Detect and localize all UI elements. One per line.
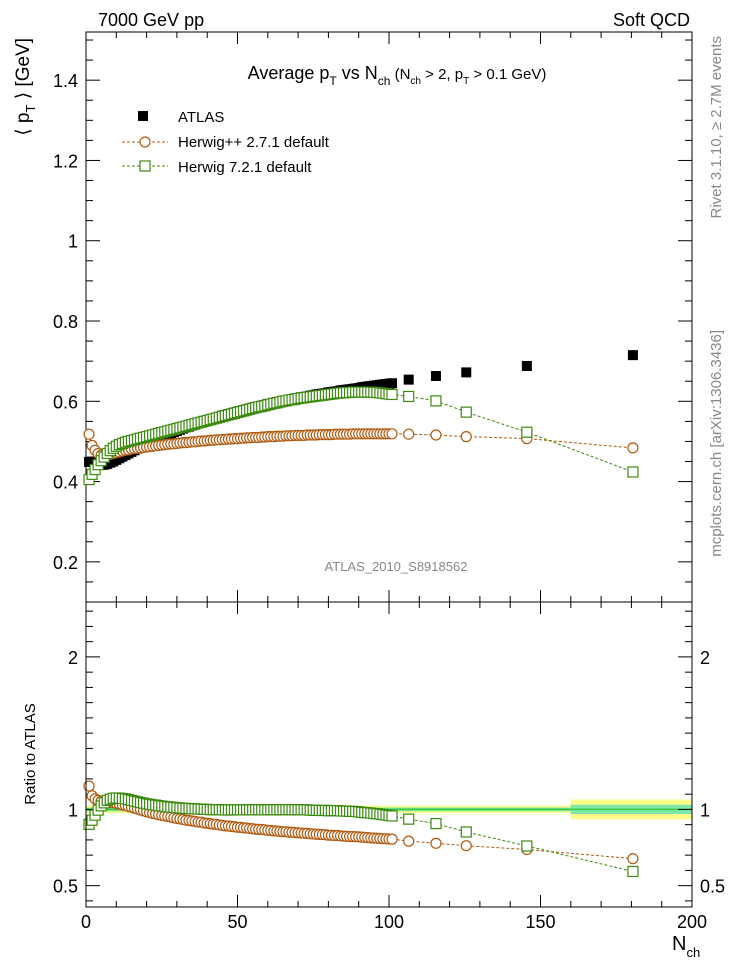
main-point-herwig-2-7-1-default bbox=[460, 431, 472, 443]
x-tick-label: 50 bbox=[227, 912, 247, 932]
main-point-atlas bbox=[521, 360, 532, 371]
main-y-tick-labels: 0.2 0.4 0.6 0.8 1 1.2 1.4 bbox=[53, 71, 78, 573]
ratio-ytick-label-left: 2 bbox=[68, 648, 78, 668]
main-y-axis-label: ⟨ pT ⟩ [GeV] bbox=[13, 38, 38, 136]
ratio-axis-ticks bbox=[85, 602, 693, 907]
main-plot-frame bbox=[85, 31, 693, 603]
legend-label-atlas: ATLAS bbox=[178, 109, 224, 126]
ratio-ytick-label-right: 2 bbox=[700, 648, 710, 668]
ratio-series-layer bbox=[83, 780, 639, 878]
main-point-herwig-2-7-1-default bbox=[83, 428, 95, 440]
main-axis-ticks bbox=[85, 32, 693, 602]
main-ytick-label: 0.2 bbox=[53, 553, 78, 573]
ratio-ytick-label-right: 1 bbox=[700, 800, 710, 820]
main-point-atlas bbox=[461, 367, 472, 378]
process-label: Soft QCD bbox=[613, 10, 690, 30]
ratio-plot-frame bbox=[85, 601, 693, 908]
main-series-layer bbox=[83, 350, 639, 486]
x-tick-label: 0 bbox=[81, 912, 91, 932]
main-ytick-label: 1.4 bbox=[53, 71, 78, 91]
ratio-point-herwig-7-2-1-default bbox=[386, 810, 398, 822]
main-point-herwig-7-2-1-default bbox=[430, 395, 442, 407]
legend-marker-herwigpp bbox=[139, 136, 151, 148]
ratio-ytick-label-right: 0.5 bbox=[700, 877, 725, 897]
rivet-label: Rivet 3.1.10, ≥ 2.7M events bbox=[708, 36, 725, 219]
ratio-ytick-label-left: 0.5 bbox=[53, 877, 78, 897]
x-axis-label: Nch bbox=[672, 933, 700, 960]
main-point-herwig-2-7-1-default bbox=[403, 428, 415, 440]
ratio-point-herwig-7-2-1-default bbox=[521, 840, 533, 852]
ratio-point-herwig-7-2-1-default bbox=[430, 817, 442, 830]
analysis-watermark: ATLAS_2010_S8918562 bbox=[325, 559, 468, 574]
legend-marker-atlas bbox=[138, 111, 148, 121]
main-panel: 0.2 0.4 0.6 0.8 1 1.2 1.4 Average pT vs Nch (N… bbox=[13, 31, 693, 603]
legend-label-herwig7: Herwig 7.2.1 default bbox=[178, 159, 312, 176]
ratio-point-herwig-2-7-1-default bbox=[460, 840, 472, 852]
main-ytick-label: 0.4 bbox=[53, 473, 78, 493]
ratio-point-herwig-2-7-1-default bbox=[627, 853, 639, 865]
ratio-point-herwig-7-2-1-default bbox=[627, 865, 639, 878]
ratio-point-herwig-2-7-1-default bbox=[83, 780, 95, 792]
legend-label-herwigpp: Herwig++ 2.7.1 default bbox=[178, 134, 330, 151]
energy-label: 7000 GeV pp bbox=[98, 10, 204, 30]
main-point-atlas bbox=[403, 374, 414, 385]
main-plot-title: Average pT vs Nch (Nch > 2, pT > 0.1 GeV… bbox=[248, 63, 547, 88]
ratio-ytick-label-left: 1 bbox=[68, 800, 78, 820]
main-point-herwig-2-7-1-default bbox=[430, 429, 442, 441]
main-point-herwig-7-2-1-default bbox=[627, 466, 639, 478]
legend-marker-herwig7 bbox=[139, 160, 151, 172]
ratio-panel: 0.5 0.5 1 1 2 2 Ratio to ATLAS bbox=[22, 601, 725, 908]
main-point-atlas bbox=[430, 371, 441, 382]
ratio-point-herwig-2-7-1-default bbox=[403, 835, 415, 847]
main-point-herwig-7-2-1-default bbox=[403, 390, 415, 403]
mcplots-label: mcplots.cern.ch [arXiv:1306.3436] bbox=[708, 330, 725, 557]
main-ytick-label: 1.2 bbox=[53, 151, 78, 171]
main-point-herwig-2-7-1-default bbox=[386, 428, 398, 440]
legend: ATLAS Herwig++ 2.7.1 default Herwig 7.2.… bbox=[122, 109, 330, 176]
main-point-herwig-7-2-1-default bbox=[386, 388, 398, 401]
main-point-herwig-7-2-1-default bbox=[460, 406, 472, 418]
main-ytick-label: 1 bbox=[68, 232, 78, 252]
x-tick-label: 200 bbox=[677, 912, 707, 932]
x-tick-labels: 0 50 100 150 200 bbox=[81, 912, 707, 932]
main-point-herwig-7-2-1-default bbox=[521, 426, 533, 438]
main-ytick-label: 0.6 bbox=[53, 392, 78, 412]
main-ytick-label: 0.8 bbox=[53, 312, 78, 332]
ratio-point-herwig-7-2-1-default bbox=[460, 826, 472, 838]
main-point-atlas bbox=[387, 378, 398, 389]
main-point-herwig-2-7-1-default bbox=[627, 442, 639, 454]
ratio-point-herwig-2-7-1-default bbox=[386, 833, 398, 845]
ratio-y-tick-labels: 0.5 0.5 1 1 2 2 bbox=[53, 648, 725, 897]
main-point-atlas bbox=[627, 350, 638, 361]
ratio-point-herwig-7-2-1-default bbox=[403, 813, 415, 825]
x-tick-label: 150 bbox=[525, 912, 555, 932]
ratio-point-herwig-2-7-1-default bbox=[430, 837, 442, 849]
x-tick-label: 100 bbox=[374, 912, 404, 932]
ratio-y-axis-label: Ratio to ATLAS bbox=[22, 703, 39, 804]
